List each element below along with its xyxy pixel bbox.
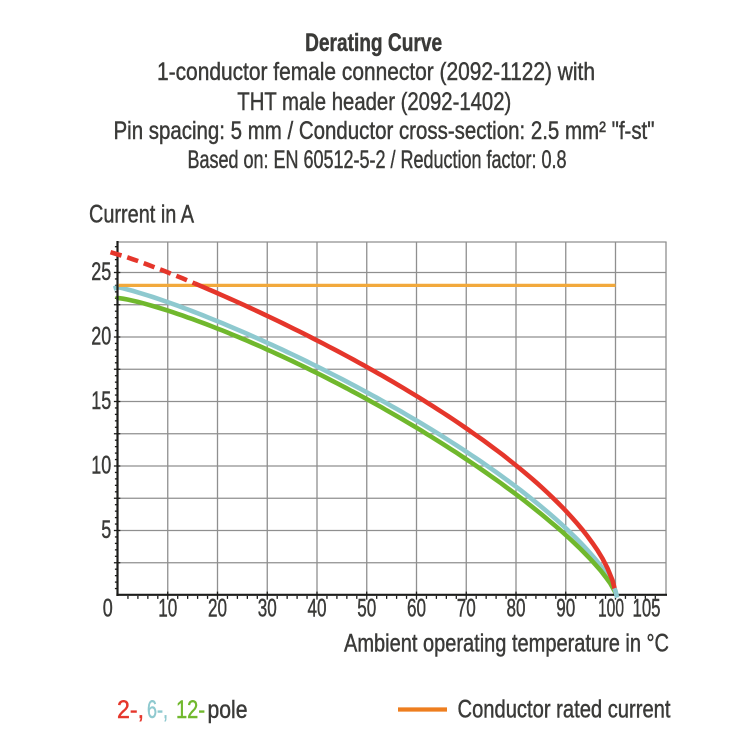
svg-text:10: 10 [91,453,111,480]
svg-text:5: 5 [101,517,111,544]
svg-text:Pin spacing: 5 mm / Conductor: Pin spacing: 5 mm / Conductor cross-sect… [114,118,655,145]
svg-text:THT male header (2092-1402): THT male header (2092-1402) [237,89,511,116]
svg-text:70: 70 [457,595,476,622]
svg-text:10: 10 [158,595,177,622]
svg-text:Derating Curve: Derating Curve [305,30,442,57]
svg-text:90: 90 [556,595,575,622]
svg-text:80: 80 [507,595,526,622]
svg-text:15: 15 [91,388,111,415]
svg-text:Conductor rated current: Conductor rated current [458,697,671,724]
svg-text:pole: pole [208,697,248,724]
svg-text:Based on: EN 60512-5-2 / Reduc: Based on: EN 60512-5-2 / Reduction facto… [188,147,567,174]
svg-text:20: 20 [91,324,111,351]
svg-text:Ambient operating temperature: Ambient operating temperature in °C [344,631,669,658]
svg-text:20: 20 [208,595,227,622]
svg-text:25: 25 [91,259,111,286]
svg-text:2-,: 2-, [117,697,144,724]
svg-text:1-conductor female connector (: 1-conductor female connector (2092-1122)… [157,59,595,86]
svg-text:100: 100 [598,595,624,622]
svg-text:50: 50 [357,595,376,622]
svg-text:Current in A: Current in A [89,202,194,229]
svg-text:30: 30 [258,595,277,622]
svg-text:6-,: 6-, [147,697,168,724]
svg-text:60: 60 [407,595,426,622]
svg-text:40: 40 [308,595,327,622]
svg-text:12-: 12- [176,697,205,724]
svg-text:0: 0 [103,595,113,622]
svg-text:105: 105 [633,595,661,622]
